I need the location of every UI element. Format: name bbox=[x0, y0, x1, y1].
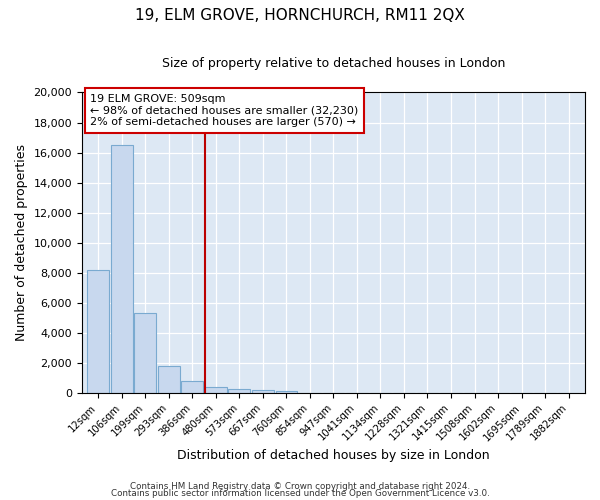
Bar bbox=[88, 270, 109, 392]
Bar bbox=[181, 380, 203, 392]
Bar bbox=[229, 388, 250, 392]
Y-axis label: Number of detached properties: Number of detached properties bbox=[15, 144, 28, 341]
Text: Contains public sector information licensed under the Open Government Licence v3: Contains public sector information licen… bbox=[110, 490, 490, 498]
Text: 19 ELM GROVE: 509sqm
← 98% of detached houses are smaller (32,230)
2% of semi-de: 19 ELM GROVE: 509sqm ← 98% of detached h… bbox=[90, 94, 358, 127]
X-axis label: Distribution of detached houses by size in London: Distribution of detached houses by size … bbox=[177, 450, 490, 462]
Bar bbox=[252, 390, 274, 392]
Bar bbox=[275, 391, 298, 392]
Bar bbox=[205, 388, 227, 392]
Bar bbox=[111, 145, 133, 392]
Text: 19, ELM GROVE, HORNCHURCH, RM11 2QX: 19, ELM GROVE, HORNCHURCH, RM11 2QX bbox=[135, 8, 465, 22]
Bar bbox=[158, 366, 180, 392]
Title: Size of property relative to detached houses in London: Size of property relative to detached ho… bbox=[162, 58, 505, 70]
Text: Contains HM Land Registry data © Crown copyright and database right 2024.: Contains HM Land Registry data © Crown c… bbox=[130, 482, 470, 491]
Bar bbox=[134, 313, 157, 392]
